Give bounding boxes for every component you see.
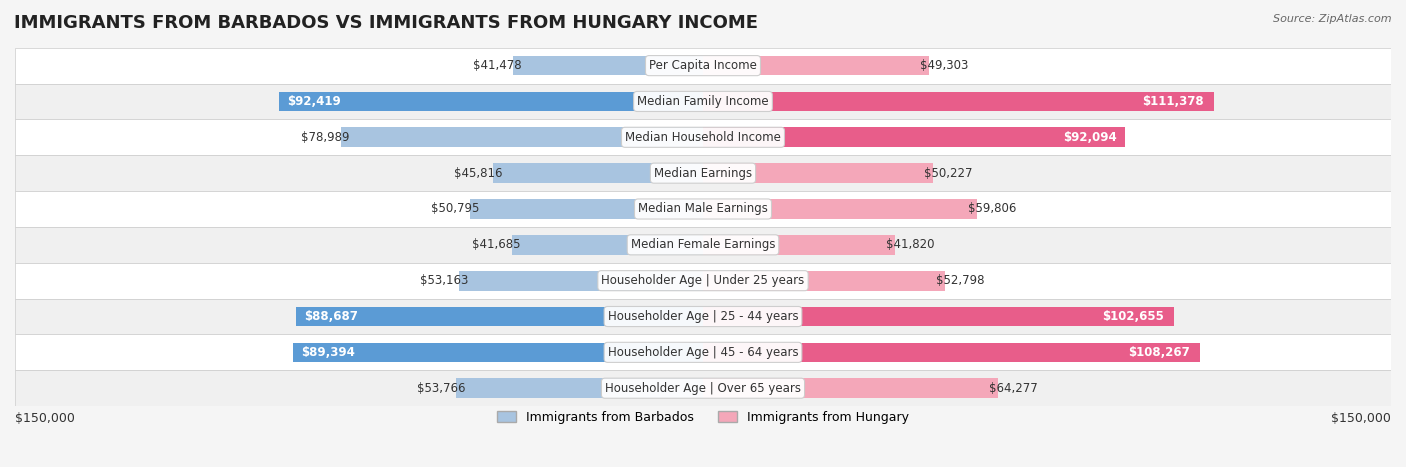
Bar xyxy=(292,342,703,362)
Bar xyxy=(15,298,1391,334)
Bar xyxy=(297,307,703,326)
Text: $49,303: $49,303 xyxy=(920,59,969,72)
Bar xyxy=(280,92,703,111)
Text: Householder Age | 25 - 44 years: Householder Age | 25 - 44 years xyxy=(607,310,799,323)
Bar xyxy=(703,342,1199,362)
Bar xyxy=(512,235,703,255)
Text: $108,267: $108,267 xyxy=(1128,346,1189,359)
Bar xyxy=(15,370,1391,406)
Text: $150,000: $150,000 xyxy=(1331,411,1391,425)
Bar xyxy=(703,199,977,219)
Text: IMMIGRANTS FROM BARBADOS VS IMMIGRANTS FROM HUNGARY INCOME: IMMIGRANTS FROM BARBADOS VS IMMIGRANTS F… xyxy=(14,14,758,32)
Text: $89,394: $89,394 xyxy=(301,346,356,359)
Bar xyxy=(15,120,1391,155)
Text: Per Capita Income: Per Capita Income xyxy=(650,59,756,72)
Bar xyxy=(494,163,703,183)
Bar xyxy=(460,271,703,290)
Bar xyxy=(15,334,1391,370)
Text: $92,094: $92,094 xyxy=(1063,131,1116,144)
Text: $41,820: $41,820 xyxy=(886,238,934,251)
Text: $45,816: $45,816 xyxy=(454,167,502,180)
Bar xyxy=(703,235,894,255)
Bar xyxy=(703,92,1213,111)
Text: $64,277: $64,277 xyxy=(988,382,1038,395)
Text: $150,000: $150,000 xyxy=(15,411,75,425)
Bar xyxy=(703,56,929,76)
Bar xyxy=(470,199,703,219)
Text: $78,989: $78,989 xyxy=(301,131,350,144)
Text: Median Household Income: Median Household Income xyxy=(626,131,780,144)
Bar xyxy=(703,163,934,183)
Text: Median Family Income: Median Family Income xyxy=(637,95,769,108)
Bar xyxy=(703,271,945,290)
Bar xyxy=(15,84,1391,120)
Bar xyxy=(457,378,703,398)
Bar xyxy=(15,191,1391,227)
Bar xyxy=(703,378,998,398)
Text: $41,478: $41,478 xyxy=(474,59,522,72)
Text: Median Earnings: Median Earnings xyxy=(654,167,752,180)
Text: Householder Age | Over 65 years: Householder Age | Over 65 years xyxy=(605,382,801,395)
Bar xyxy=(15,48,1391,84)
Bar xyxy=(15,263,1391,298)
Text: $92,419: $92,419 xyxy=(288,95,342,108)
Text: $59,806: $59,806 xyxy=(969,203,1017,215)
Bar xyxy=(513,56,703,76)
Text: $50,795: $50,795 xyxy=(430,203,479,215)
Bar xyxy=(703,307,1174,326)
Text: $50,227: $50,227 xyxy=(924,167,973,180)
Text: Median Female Earnings: Median Female Earnings xyxy=(631,238,775,251)
Text: Median Male Earnings: Median Male Earnings xyxy=(638,203,768,215)
Text: $102,655: $102,655 xyxy=(1102,310,1164,323)
Text: $41,685: $41,685 xyxy=(472,238,522,251)
Text: $52,798: $52,798 xyxy=(936,274,984,287)
Text: $88,687: $88,687 xyxy=(304,310,359,323)
Text: $53,163: $53,163 xyxy=(420,274,468,287)
Text: Source: ZipAtlas.com: Source: ZipAtlas.com xyxy=(1274,14,1392,24)
Text: $111,378: $111,378 xyxy=(1142,95,1204,108)
Bar xyxy=(340,127,703,147)
Bar xyxy=(15,227,1391,263)
Text: $53,766: $53,766 xyxy=(418,382,465,395)
Text: Householder Age | Under 25 years: Householder Age | Under 25 years xyxy=(602,274,804,287)
Text: Householder Age | 45 - 64 years: Householder Age | 45 - 64 years xyxy=(607,346,799,359)
Bar xyxy=(15,155,1391,191)
Legend: Immigrants from Barbados, Immigrants from Hungary: Immigrants from Barbados, Immigrants fro… xyxy=(492,405,914,429)
Bar xyxy=(703,127,1125,147)
